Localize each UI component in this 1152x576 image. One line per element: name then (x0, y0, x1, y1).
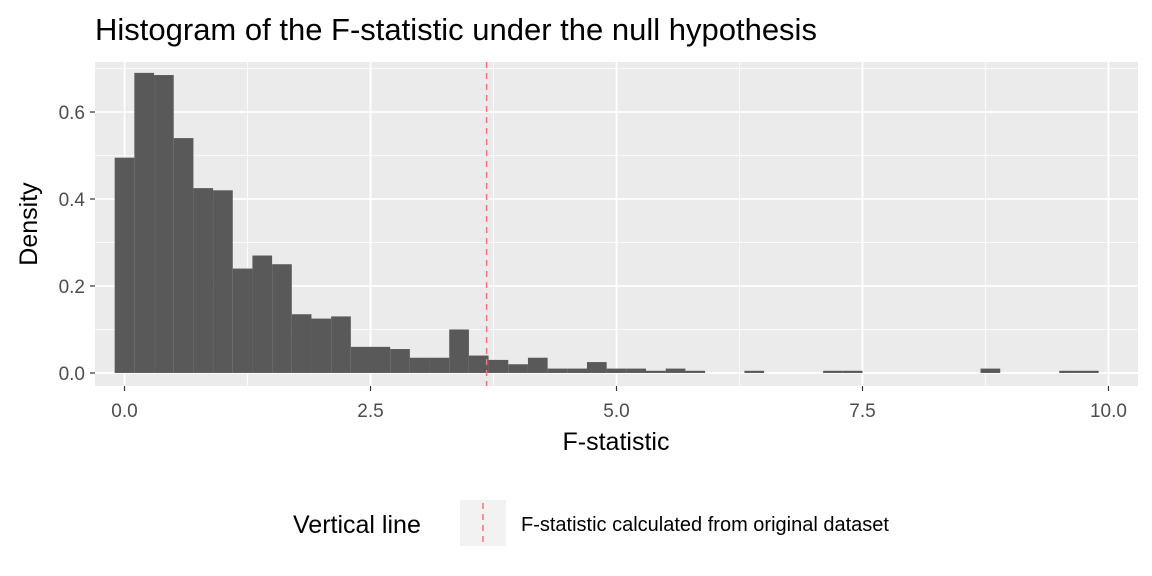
x-tick-label: 0.0 (111, 401, 137, 422)
histogram-bar (232, 268, 253, 373)
histogram-bar (154, 75, 174, 373)
y-axis-ticks: 0.0 0.2 0.4 0.6 (59, 103, 95, 385)
histogram-bar (134, 72, 155, 373)
histogram-bar (272, 264, 292, 373)
histogram-bar (114, 157, 135, 373)
histogram-bar (842, 370, 863, 373)
y-tick-label: 0.4 (59, 190, 86, 211)
legend-label: F-statistic calculated from original dat… (521, 514, 889, 536)
histogram-bar (331, 316, 351, 373)
histogram-bar (252, 255, 273, 373)
histogram-bar (409, 357, 430, 373)
histogram-bar (1078, 370, 1099, 373)
histogram-bar (744, 370, 765, 373)
y-axis-title: Density (15, 182, 43, 266)
histogram-bar (429, 357, 450, 373)
histogram-bar (311, 318, 332, 373)
histogram-bar (173, 138, 194, 373)
histogram-bar (823, 370, 843, 373)
histogram-bar (547, 368, 568, 373)
histogram-bar (626, 368, 647, 373)
histogram-bar (508, 364, 528, 373)
chart-title: Histogram of the F-statistic under the n… (95, 12, 817, 47)
histogram-bar (665, 368, 686, 373)
histogram-bar (291, 314, 312, 373)
histogram-bar (586, 362, 607, 373)
x-tick-label: 10.0 (1090, 401, 1127, 422)
histogram-bar (390, 349, 410, 373)
histogram-bar (646, 370, 666, 373)
x-tick-label: 2.5 (357, 401, 383, 422)
histogram-bars (114, 72, 1099, 373)
histogram-bar (685, 370, 706, 373)
histogram-bar (980, 368, 1001, 373)
y-tick-label: 0.6 (59, 103, 85, 124)
y-tick-label: 0.2 (59, 277, 85, 298)
y-tick-label: 0.0 (59, 364, 85, 385)
x-axis-title: F-statistic (563, 428, 670, 456)
histogram-bar (488, 359, 509, 373)
histogram-bar (370, 346, 391, 373)
histogram-bar (193, 188, 214, 373)
histogram-bar (606, 368, 627, 373)
x-axis-ticks: 0.0 2.5 5.0 7.5 10.0 (111, 386, 1127, 422)
x-tick-label: 7.5 (849, 401, 875, 422)
histogram-bar (449, 329, 469, 373)
histogram-bar (567, 368, 587, 373)
histogram-bar (213, 190, 233, 373)
histogram-bar (1059, 370, 1079, 373)
histogram-bar (468, 355, 489, 373)
histogram-bar (527, 357, 548, 373)
legend-title: Vertical line (293, 511, 421, 539)
histogram-bar (350, 346, 371, 373)
x-tick-label: 5.0 (603, 401, 629, 422)
legend: Vertical line F-statistic calculated fro… (293, 500, 889, 546)
